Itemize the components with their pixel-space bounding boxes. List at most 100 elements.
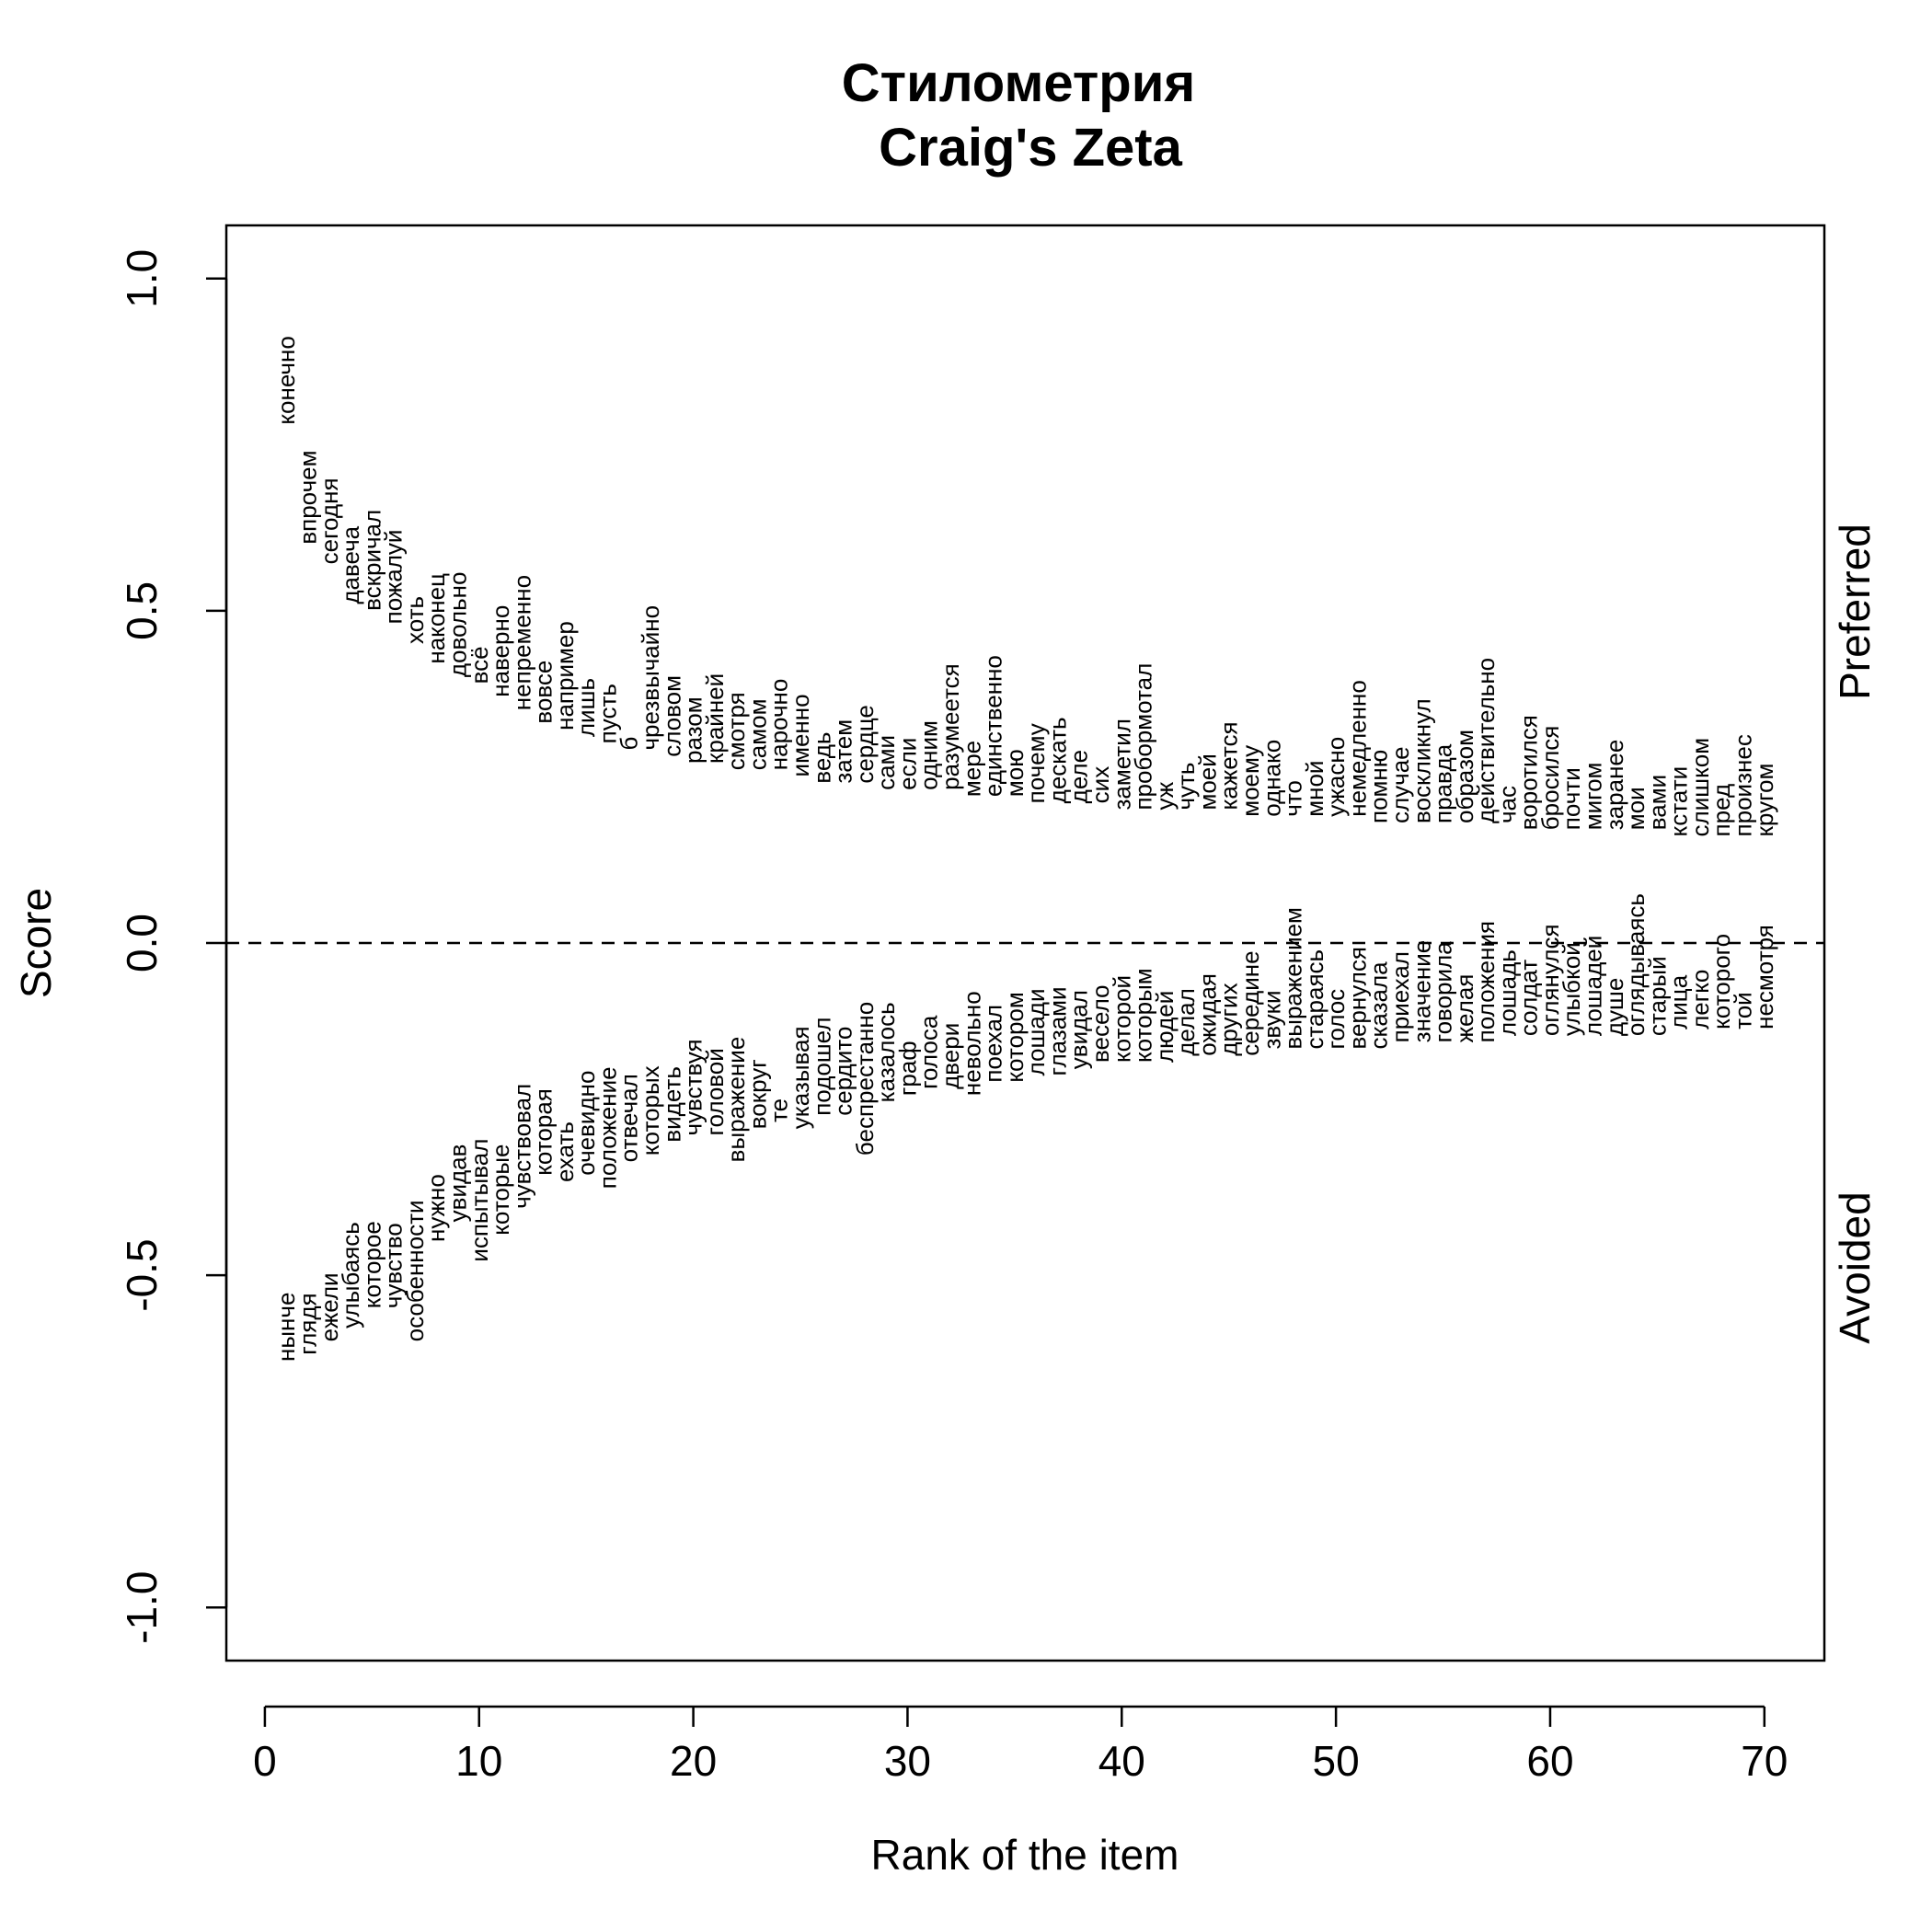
word-point: весело	[1087, 985, 1114, 1064]
word-point: правда	[1430, 743, 1457, 823]
word-point: ужасно	[1322, 737, 1350, 817]
word-point: уж	[1151, 781, 1179, 810]
x-tick-label: 10	[455, 1737, 502, 1785]
word-point: помню	[1365, 750, 1393, 823]
word-point: выражением	[1280, 907, 1307, 1050]
side-label-avoided: Avoided	[1831, 1191, 1879, 1343]
word-point: казалось	[872, 1002, 900, 1102]
word-point: образом	[1451, 730, 1478, 823]
word-point: лишь	[572, 678, 600, 737]
word-point: наконец	[422, 573, 450, 664]
word-point: смотря	[722, 692, 750, 770]
word-point: пусть	[593, 684, 621, 743]
word-point: которой	[1108, 975, 1135, 1063]
x-tick-label: 60	[1526, 1737, 1573, 1785]
word-point: вскричал	[358, 510, 385, 611]
word-point: увидал	[1065, 990, 1093, 1069]
word-point: стараясь	[1301, 949, 1328, 1050]
word-point: чувство	[380, 1223, 408, 1308]
word-point: беспрестанно	[851, 1002, 879, 1156]
x-axis: 0 10 20 30 40 50 60 70	[253, 1705, 1788, 1785]
word-point: указывая	[787, 1026, 814, 1129]
word-point: положения	[1472, 921, 1500, 1042]
word-point: произнес	[1730, 734, 1757, 836]
word-point: глазами	[1043, 986, 1071, 1075]
word-point: лошадей	[1580, 936, 1607, 1036]
word-point: непременно	[508, 575, 535, 710]
word-point: заранее	[1601, 740, 1628, 831]
word-point: немедленно	[1343, 680, 1371, 817]
word-point: воскликнул	[1408, 698, 1435, 823]
word-point: например	[551, 621, 579, 730]
word-point: несмотря	[1751, 925, 1778, 1029]
word-point: пожалуй	[380, 530, 408, 625]
word-point: пробормотал	[1130, 663, 1157, 811]
word-point: бросился	[1536, 726, 1564, 831]
word-point: сами	[872, 735, 900, 790]
word-point: почти	[1558, 767, 1585, 830]
word-point: которых	[637, 1065, 664, 1156]
word-point: вами	[1643, 775, 1671, 830]
word-point: одним	[915, 720, 943, 790]
word-point: той	[1730, 992, 1757, 1029]
word-point: подошел	[808, 1018, 835, 1116]
word-point: давеча	[337, 525, 364, 604]
word-point: разумеется	[937, 663, 964, 790]
word-point: особенности	[401, 1200, 429, 1341]
word-point: оглядываясь	[1622, 893, 1650, 1036]
word-point: глядя	[293, 1293, 321, 1354]
word-point: говорила	[1430, 941, 1457, 1043]
word-point: поехал	[980, 1005, 1007, 1083]
y-tick-label: 0.0	[118, 914, 166, 972]
word-point: делал	[1172, 988, 1200, 1056]
word-point: выражение	[722, 1037, 750, 1163]
word-point: оглянулся	[1536, 924, 1564, 1036]
word-point: затем	[830, 719, 857, 784]
word-point: других	[1215, 983, 1243, 1055]
word-point: которое	[358, 1221, 385, 1308]
word-point: легко	[1686, 970, 1714, 1029]
word-point: людей	[1151, 991, 1179, 1063]
x-axis-label: Rank of the item	[871, 1831, 1179, 1879]
y-axis: -1.0 -0.5 0.0 0.5 1.0	[118, 249, 228, 1644]
word-point: отвечал	[615, 1074, 643, 1162]
word-point: мои	[1622, 787, 1650, 830]
word-point: впрочем	[293, 451, 321, 545]
word-point: желая	[1451, 974, 1478, 1043]
chart-title: Стилометрия	[842, 53, 1195, 113]
word-point: действительно	[1472, 658, 1500, 823]
word-point: всё	[466, 646, 493, 684]
word-point: пред	[1708, 784, 1735, 837]
word-point: нынче	[272, 1293, 300, 1362]
word-point: почему	[1022, 723, 1050, 803]
word-point: самом	[743, 699, 771, 771]
word-point: разом	[680, 696, 707, 764]
word-point: нужно	[422, 1174, 450, 1242]
word-point: сердито	[830, 1027, 857, 1116]
word-point: котором	[1001, 992, 1029, 1082]
word-point: б	[615, 737, 643, 751]
series-avoided: нынчеглядяежелиулыбаяськотороечувствоосо…	[272, 893, 1778, 1362]
word-point: головой	[701, 1048, 729, 1135]
word-point: заметил	[1108, 719, 1135, 810]
word-point: если	[893, 738, 921, 790]
x-tick-label: 70	[1741, 1737, 1788, 1785]
side-label-preferred: Preferred	[1831, 523, 1879, 700]
word-point: которым	[1130, 968, 1157, 1063]
word-point: увидав	[443, 1144, 471, 1223]
y-tick-label: 0.5	[118, 581, 166, 640]
word-point: моей	[1193, 753, 1221, 810]
word-point: конечно	[272, 336, 300, 424]
word-point: вокруг	[743, 1059, 771, 1129]
x-tick-label: 0	[253, 1737, 277, 1785]
word-points: конечно впрочемсегоднядавечавскричалпожал…	[272, 336, 1778, 1362]
word-point: наверно	[487, 605, 514, 697]
word-point: очевидно	[572, 1071, 600, 1176]
word-point: лошади	[1022, 989, 1050, 1076]
word-point: двери	[937, 1023, 964, 1089]
word-point: граф	[893, 1041, 921, 1096]
y-axis-label: Score	[12, 888, 60, 998]
word-point: вовсе	[530, 661, 558, 724]
